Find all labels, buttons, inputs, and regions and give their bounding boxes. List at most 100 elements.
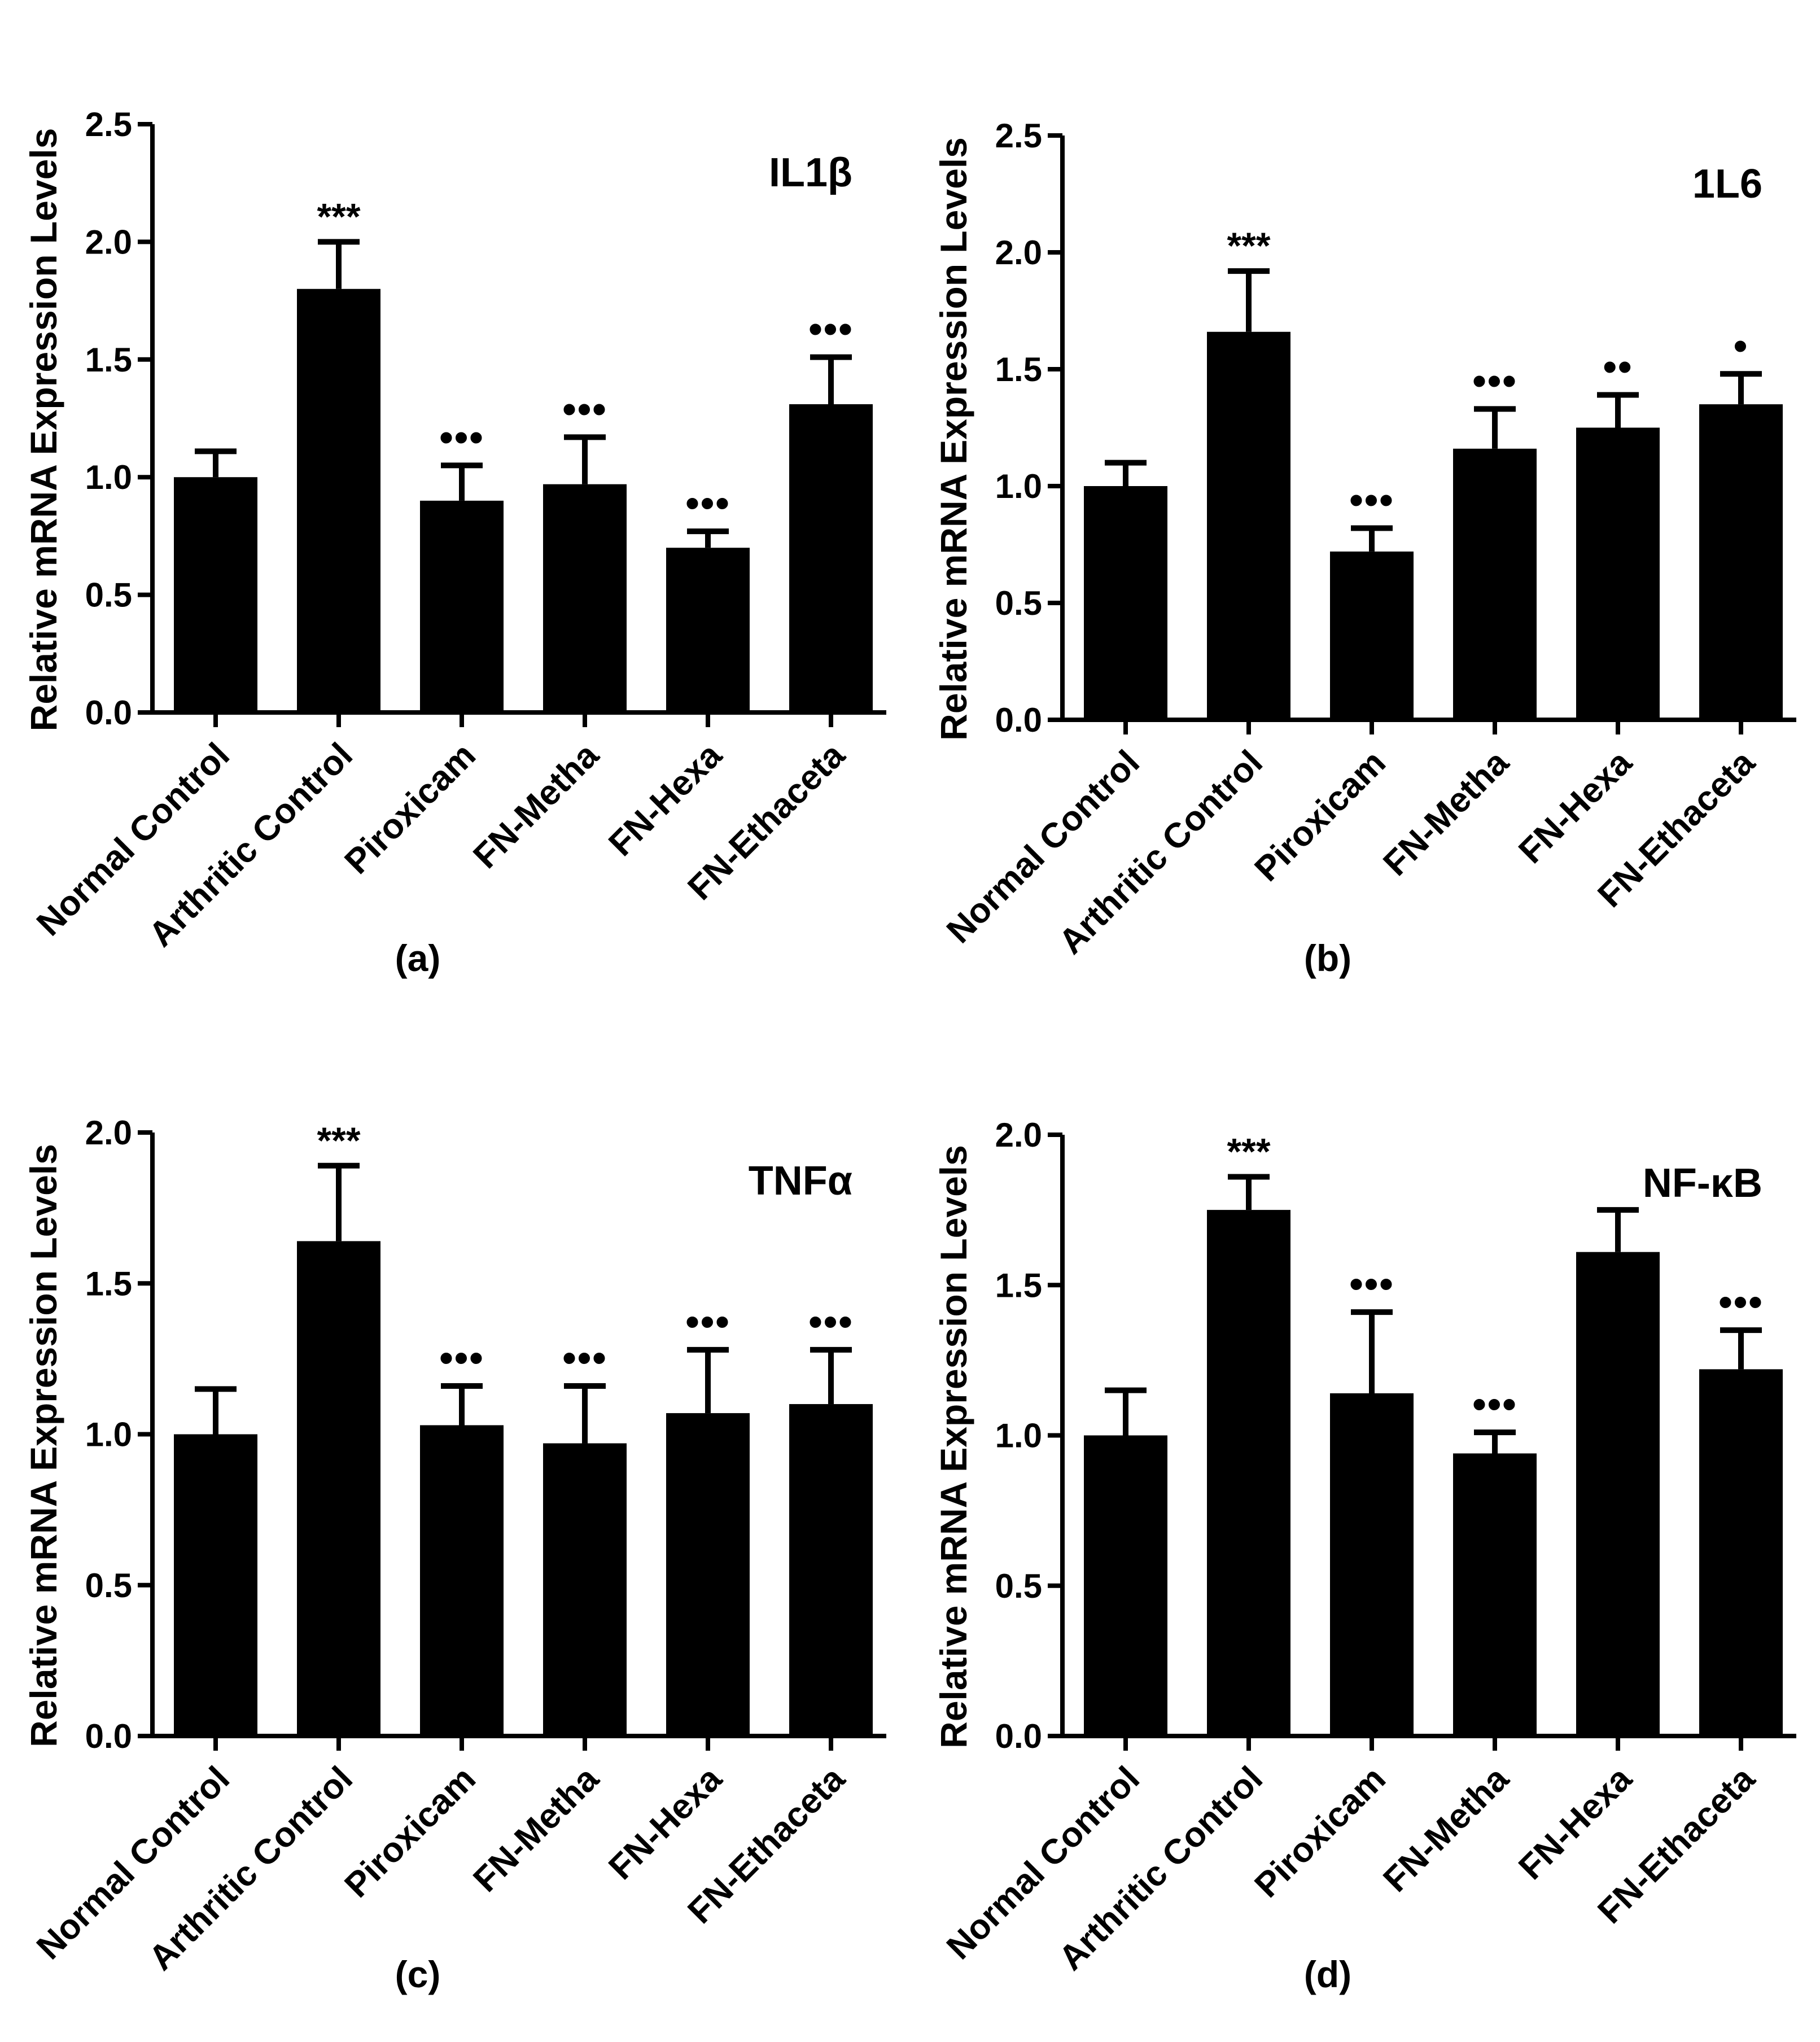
significance-marker: *** [317, 195, 360, 237]
y-tick-label: 2.0 [85, 223, 132, 261]
chart-title: 1L6 [1692, 161, 1762, 207]
y-tick-label: 1.5 [85, 341, 132, 379]
y-tick-label: 1.5 [995, 1266, 1042, 1304]
bar [1207, 331, 1290, 720]
chart-svg-c: 0.0 0.5 1.0 1.5 2.0 Relative mRNA Expression … [23, 1114, 886, 1995]
chart-svg-b: 0.0 0.5 1.0 1.5 2.0 2.5 Relative mRNA Expressi… [933, 117, 1796, 979]
significance-marker: ••• [1718, 1280, 1764, 1324]
chart-title: NF-κB [1643, 1161, 1762, 1206]
category-label: FN-Metha [466, 736, 606, 876]
bar [297, 288, 380, 712]
significance-marker: *** [1227, 225, 1270, 266]
chart-panel-b: 0.0 0.5 1.0 1.5 2.0 2.5 Relative mRNA Expressi… [910, 0, 1820, 1016]
chart-panel-c: 0.0 0.5 1.0 1.5 2.0 Relative mRNA Expression … [0, 1016, 910, 2032]
significance-marker: ••• [685, 481, 730, 525]
significance-marker: ••• [685, 1300, 730, 1344]
y-tick-label: 1.0 [85, 458, 132, 496]
category-label: Arthritic Control [142, 1759, 360, 1978]
y-tick-label: 0.5 [85, 1567, 132, 1604]
significance-marker: ••• [439, 415, 484, 459]
y-tick-label: 0.5 [85, 576, 132, 614]
y-tick-label: 1.0 [995, 467, 1042, 505]
y-tick-label: 0.0 [995, 701, 1042, 739]
significance-marker: ••• [439, 1336, 484, 1380]
y-tick-label: 0.5 [995, 1567, 1042, 1605]
bar [1576, 427, 1660, 720]
bar [543, 484, 627, 712]
category-label: FN-Metha [466, 1759, 606, 1900]
chart-panel-a: 0.0 0.5 1.0 1.5 2.0 2.5 Relative mRNA Expressi… [0, 0, 910, 1016]
chart-panel-d: 0.0 0.5 1.0 1.5 2.0 Relative mRNA Expression … [910, 1016, 1820, 2032]
category-label: FN-Hexa [601, 736, 729, 864]
significance-marker: ••• [562, 1336, 607, 1380]
bar [1084, 1435, 1167, 1736]
bar [174, 1434, 257, 1736]
significance-marker: ••• [1472, 358, 1517, 403]
y-tick-label: 1.0 [995, 1417, 1042, 1455]
bar [1453, 1453, 1537, 1736]
y-axis-label: Relative mRNA Expression Levels [933, 137, 974, 741]
bar [1699, 404, 1783, 720]
bar [666, 548, 750, 712]
bar [1330, 1393, 1414, 1736]
chart-svg-a: 0.0 0.5 1.0 1.5 2.0 2.5 Relative mRNA Expressi… [23, 106, 886, 979]
category-label: FN-Hexa [601, 1759, 729, 1887]
significance-marker: *** [1227, 1131, 1270, 1173]
y-tick-label: 2.5 [995, 117, 1042, 155]
bar [666, 1413, 750, 1736]
y-tick-label: 0.0 [85, 694, 132, 732]
y-tick-label: 1.5 [995, 351, 1042, 388]
significance-marker: ••• [1349, 478, 1394, 522]
category-label: Piroxicam [338, 1759, 483, 1905]
significance-marker: •• [1603, 345, 1633, 389]
bar [543, 1443, 627, 1736]
significance-marker: ••• [1472, 1382, 1517, 1426]
significance-marker: *** [317, 1120, 360, 1161]
panel-label: (d) [1304, 1953, 1351, 1995]
chart-title: IL1β [769, 150, 852, 195]
bar [1207, 1210, 1290, 1736]
panel-label: (b) [1304, 937, 1351, 979]
category-label: Piroxicam [338, 736, 483, 881]
category-label: FN-Metha [1376, 1759, 1516, 1900]
y-axis-label: Relative mRNA Expression Levels [23, 128, 64, 732]
significance-marker: ••• [808, 1300, 854, 1344]
y-axis-label: Relative mRNA Expression Levels [23, 1144, 64, 1747]
category-label: Piroxicam [1248, 1759, 1393, 1905]
y-axis-label: Relative mRNA Expression Levels [933, 1145, 974, 1748]
chart-svg-d: 0.0 0.5 1.0 1.5 2.0 Relative mRNA Expression … [933, 1116, 1796, 1995]
y-tick-label: 0.0 [995, 1717, 1042, 1755]
significance-marker: ••• [562, 387, 607, 431]
category-label: Piroxicam [1248, 743, 1393, 889]
y-tick-label: 1.5 [85, 1265, 132, 1302]
significance-marker: • [1734, 323, 1749, 368]
y-tick-label: 0.0 [85, 1717, 132, 1755]
bar [1699, 1369, 1783, 1736]
category-label: FN-Hexa [1511, 1759, 1639, 1887]
category-label: Arthritic Control [1052, 743, 1270, 961]
bar [420, 1425, 504, 1736]
panel-label: (c) [395, 1953, 441, 1995]
category-label: FN-Hexa [1511, 743, 1639, 871]
category-label: Arthritic Control [1052, 1759, 1270, 1978]
bar [1330, 551, 1414, 720]
y-tick-label: 2.5 [85, 106, 132, 143]
bar [1084, 486, 1167, 720]
y-tick-label: 2.0 [85, 1114, 132, 1152]
bar [297, 1241, 380, 1736]
significance-marker: ••• [808, 307, 854, 351]
bar [174, 477, 257, 712]
y-tick-label: 2.0 [995, 234, 1042, 272]
y-tick-label: 1.0 [85, 1416, 132, 1454]
significance-marker: ••• [1349, 1262, 1394, 1306]
y-tick-label: 2.0 [995, 1116, 1042, 1154]
bar [420, 500, 504, 712]
y-tick-label: 0.5 [995, 584, 1042, 622]
chart-title: TNFα [749, 1158, 852, 1204]
panel-label: (a) [395, 937, 441, 979]
bar [1453, 448, 1537, 720]
bar [789, 404, 873, 712]
bar [789, 1404, 873, 1736]
bar [1576, 1252, 1660, 1736]
category-label: FN-Metha [1376, 743, 1516, 884]
